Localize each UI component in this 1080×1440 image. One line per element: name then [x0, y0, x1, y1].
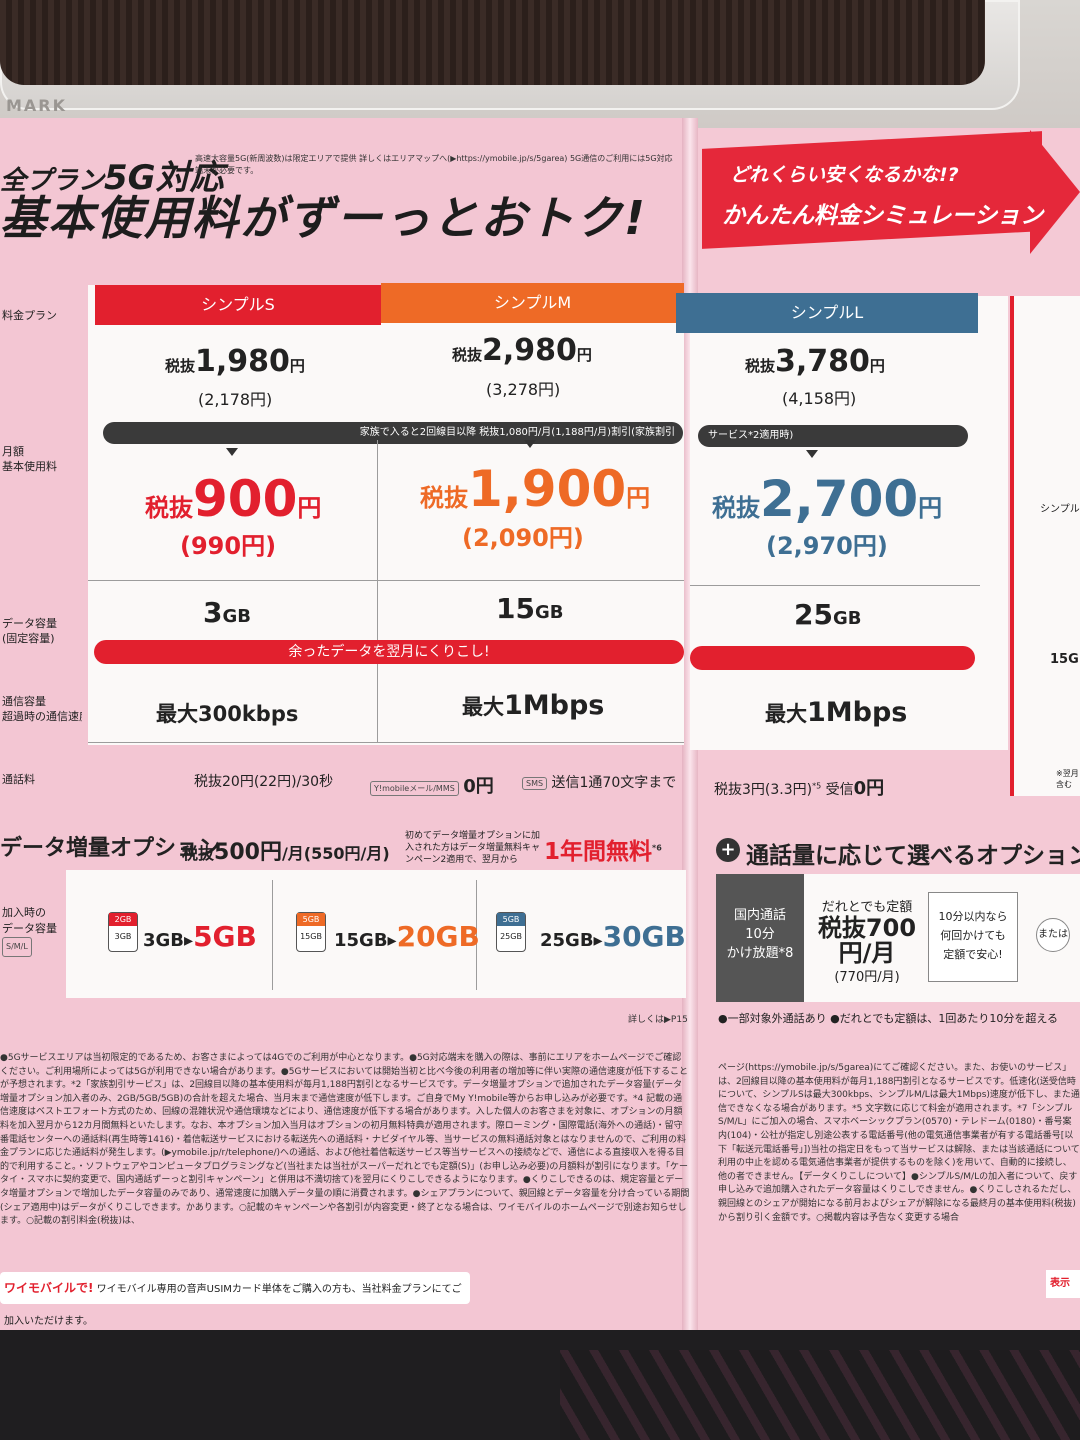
carryover-bar: 余ったデータを翌月にくりこし!	[94, 640, 684, 664]
plan-header-l: シンプルL	[676, 293, 978, 333]
edge-gb-label: 15G	[1050, 652, 1079, 667]
divider	[88, 580, 684, 581]
option-item-m: 15GB▸20GB	[334, 920, 480, 953]
call-option-box: 国内通話 10分 かけ放題*8	[716, 874, 804, 1002]
row-label-monthly: 月額 基本使用料	[2, 445, 57, 473]
arrow-down-icon	[524, 440, 536, 448]
row-label-call: 通話料	[2, 773, 35, 786]
plan-header-s: シンプルS	[95, 285, 381, 325]
divider	[690, 585, 980, 586]
data-can-icon: 5GB 25GB	[496, 912, 526, 952]
option-item-l: 25GB▸30GB	[540, 920, 686, 953]
data-can-icon: 2GB 3GB	[108, 912, 138, 952]
disc-price-s-tax: (990円)	[180, 532, 277, 560]
disc-price-m-tax: (2,090円)	[462, 524, 584, 552]
speed-l: 最大1Mbps	[765, 697, 908, 728]
edge-panel	[1010, 296, 1080, 796]
divider	[272, 880, 273, 990]
option-panel	[66, 870, 686, 998]
edge-simple-label: シンプル	[1040, 504, 1080, 515]
footer-right-tag: 表示	[1046, 1270, 1080, 1298]
call-fee: 税抜20円(22円)/30秒	[194, 774, 334, 790]
main-headline: 基本使用料がずーっとおトク!	[0, 191, 647, 245]
price-m-tax: (3,278円)	[486, 380, 561, 399]
plan-header-m: シンプルM	[381, 283, 684, 323]
speed-m: 最大1Mbps	[462, 690, 605, 721]
divider	[476, 880, 477, 990]
fine-print-left: ●5Gサービスエリアは当初限定的であるため、お客さまによっては4Gでのご利用が中…	[0, 1053, 690, 1227]
see-page-link[interactable]: 詳しくは▶P15	[628, 1015, 688, 1025]
family-discount-bar: 家族で入ると2回線目以降 税抜1,080円/月(1,188円/月)割引(家族割引	[103, 422, 683, 444]
disc-price-m: 税抜1,900円	[420, 460, 651, 518]
row-label-speed: 通信容量 超過時の通信速度	[2, 695, 82, 723]
divider	[88, 742, 684, 743]
mail-fee: Y!mobileメール/MMS 0円	[370, 772, 494, 798]
arrow-down-icon	[226, 448, 238, 456]
price-l: 税抜3,780円	[745, 344, 885, 379]
option-label: 加入時の データ容量 S/M/L	[2, 905, 57, 957]
simulation-title: かんたん料金シミュレーション	[722, 203, 1044, 229]
disc-price-l: 税抜2,700円	[712, 470, 943, 528]
carryover-bar-right	[690, 646, 975, 670]
option-item-s: 3GB▸5GB	[143, 920, 257, 953]
fine-print-right: ページ(https://ymobile.jp/s/5garea)にてご確認くださ…	[718, 1063, 1080, 1223]
option-title: データ増量オプション	[0, 836, 221, 861]
row-label-data: データ容量 (固定容量)	[2, 617, 57, 645]
footer-note: ワイモバイルで! ワイモバイル専用の音声USIMカード単体をご購入の方も、当社料…	[0, 1272, 470, 1327]
edge-note: ※翌月 含む	[1056, 769, 1079, 789]
data-can-icon: 5GB 15GB	[296, 912, 326, 952]
plan-table-left	[88, 285, 684, 745]
call-option-footnote: ●一部対象外通話あり ●だれとでも定額は、1回あたり10分を超える	[718, 1012, 1059, 1025]
data-m: 15GB	[496, 592, 564, 625]
disc-price-s: 税抜900円	[145, 470, 322, 528]
arrow-down-icon	[806, 450, 818, 458]
plan-5g-heading: 全プラン5G対応	[0, 158, 224, 198]
teigaku-price: だれとでも定額 税抜700円/月 (770円/月)	[817, 900, 917, 985]
price-m: 税抜2,980円	[452, 333, 592, 368]
disc-price-l-tax: (2,970円)	[766, 532, 888, 560]
service-note-bar: サービス*2適用時)	[698, 425, 968, 447]
option-campaign-note: 初めてデータ増量オプションに加入された方はデータ増量無料キャンペーン2適用で、翌…	[405, 831, 541, 865]
simulation-question: どれくらい安くなるかな!?	[730, 164, 959, 186]
tray-label: MARK	[6, 96, 68, 115]
5g-note: 高速大容量5G(新周波数)は限定エリアで提供 詳しくはエリアマップへ(▶http…	[195, 154, 673, 175]
arrow-right-icon	[1030, 130, 1080, 254]
simulation-banner[interactable]	[702, 131, 1042, 249]
plan-table-right	[690, 296, 1008, 750]
row-label-plan: 料金プラン	[2, 309, 57, 322]
divider	[377, 440, 378, 742]
call-option-title: 通話量に応じて選べるオプション	[746, 843, 1080, 869]
price-s: 税抜1,980円	[165, 344, 305, 379]
option-price: 税抜500円/月(550円/月)	[182, 840, 390, 865]
or-badge: または	[1036, 918, 1070, 952]
data-s: 3GB	[203, 596, 251, 629]
price-s-tax: (2,178円)	[198, 390, 273, 409]
sms-fee: SMS 送信1通70文字まで	[522, 772, 676, 792]
speed-s: 最大300kbps	[156, 702, 299, 726]
data-l: 25GB	[794, 598, 862, 631]
plus-icon: +	[716, 838, 740, 862]
chocolate-bar	[0, 0, 985, 85]
option-free: 1年間無料*6	[544, 839, 662, 865]
call-fee-l: 税抜3円(3.3円)*5 受信0円	[714, 778, 885, 799]
patterned-cloth	[560, 1350, 1080, 1440]
price-l-tax: (4,158円)	[782, 389, 857, 408]
ten-minute-note: 10分以内なら 何回かけても 定額で安心!	[928, 892, 1018, 982]
